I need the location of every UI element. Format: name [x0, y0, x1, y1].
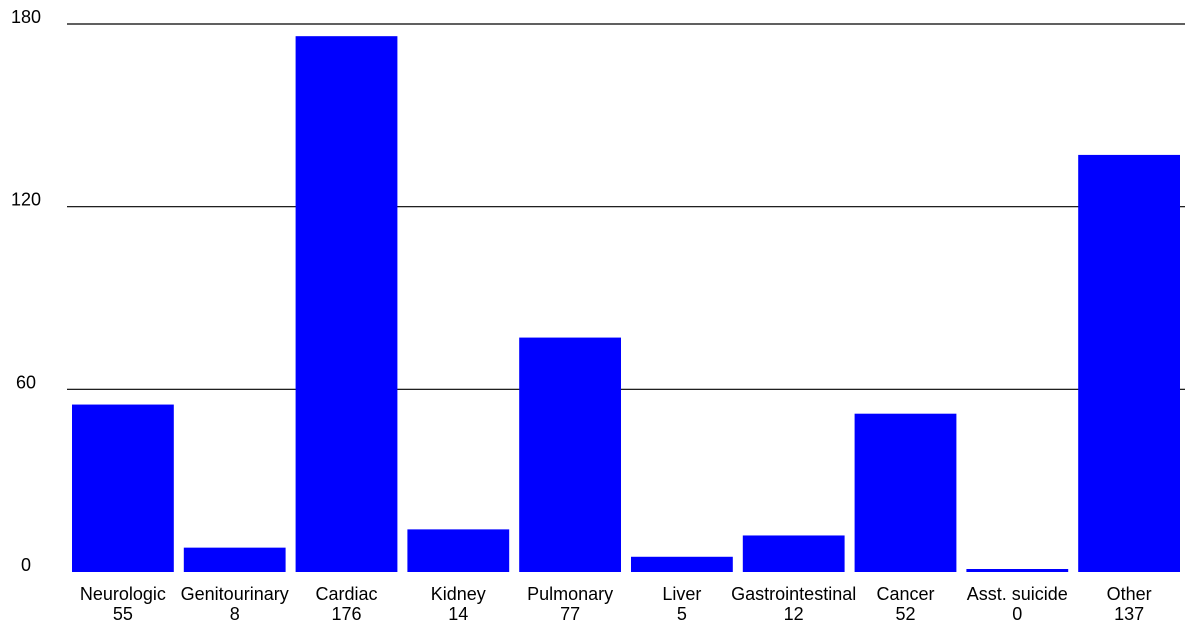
x-value-label: 12	[784, 604, 804, 624]
bar-genitourinary	[183, 547, 286, 572]
bar-neurologic	[72, 404, 174, 572]
x-value-label: 176	[331, 604, 361, 624]
bar-other	[1078, 154, 1180, 572]
x-category-label: Cardiac	[315, 584, 377, 604]
x-category-label: Genitourinary	[181, 584, 289, 604]
y-axis-ticks: 0 60 120 180	[11, 7, 41, 575]
y-tick-label: 0	[21, 555, 31, 575]
x-value-label: 137	[1114, 604, 1144, 624]
x-category-label: Cancer	[876, 584, 934, 604]
bar-liver	[631, 556, 733, 572]
bar-cardiac	[295, 36, 398, 572]
x-category-label: Asst. suicide	[967, 584, 1068, 604]
x-category-label: Gastrointestinal	[731, 584, 856, 604]
y-tick-label: 180	[11, 7, 41, 27]
x-category-label: Pulmonary	[527, 584, 613, 604]
x-value-label: 52	[895, 604, 915, 624]
bar-cancer	[854, 413, 957, 572]
x-category-label: Other	[1107, 584, 1152, 604]
bar-asst-suicide	[966, 569, 1069, 572]
x-category-label: Kidney	[431, 584, 486, 604]
x-value-label: 5	[677, 604, 687, 624]
x-value-label: 55	[113, 604, 133, 624]
y-tick-label: 120	[11, 190, 41, 210]
x-value-label: 0	[1012, 604, 1022, 624]
x-value-label: 77	[560, 604, 580, 624]
x-category-label: Neurologic	[80, 584, 166, 604]
x-value-label: 8	[230, 604, 240, 624]
gridlines	[67, 23, 1185, 390]
x-value-label: 14	[448, 604, 468, 624]
x-category-label: Liver	[662, 584, 701, 604]
bar-kidney	[407, 529, 510, 572]
bar-gastrointestinal	[742, 535, 845, 572]
bar-pulmonary	[519, 337, 621, 572]
bars	[72, 36, 1180, 572]
y-tick-label: 60	[16, 372, 36, 392]
